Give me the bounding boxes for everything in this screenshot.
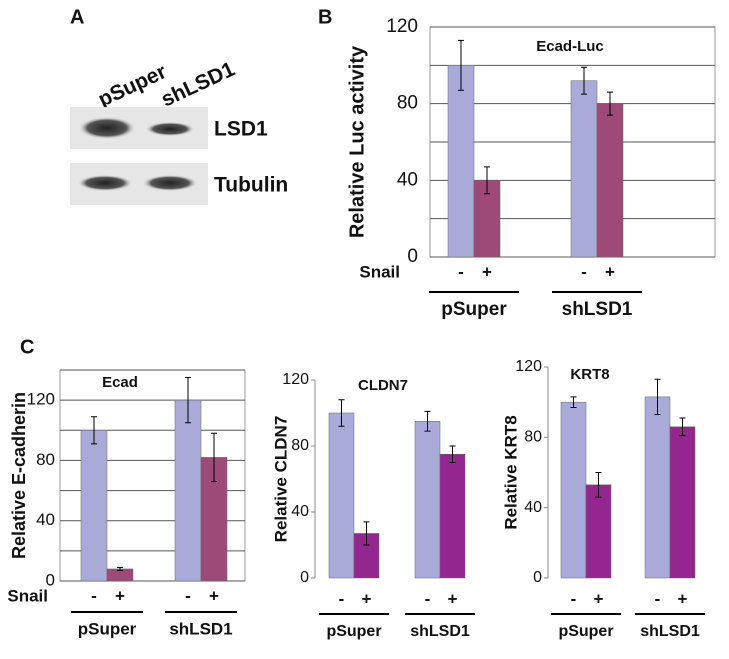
- bar: [570, 80, 598, 258]
- series-label: -: [655, 589, 661, 608]
- series-label: +: [448, 589, 458, 608]
- error-bar: [338, 399, 345, 427]
- row-label: Snail: [359, 262, 400, 281]
- row-label: LSD1: [214, 118, 268, 141]
- lane-label: pSuper: [95, 60, 170, 111]
- error-bar: [654, 378, 661, 415]
- error-bar: [117, 566, 123, 571]
- y-tick-label: 120: [386, 16, 418, 37]
- error-bar: [607, 91, 613, 116]
- error-bar: [484, 166, 490, 195]
- y-axis-label: Relative KRT8: [501, 415, 520, 529]
- bar: [328, 412, 355, 579]
- series-label: +: [678, 589, 688, 608]
- y-tick-label: 40: [524, 499, 542, 516]
- bar: [669, 426, 696, 579]
- error-bar: [581, 66, 587, 95]
- y-tick-label: 80: [524, 429, 542, 446]
- series-label: +: [482, 262, 492, 281]
- y-tick-label: 120: [27, 390, 55, 409]
- x-tick-label: shLSD1: [640, 623, 700, 640]
- error-bar: [424, 410, 431, 432]
- error-bar: [449, 445, 456, 463]
- series-label: -: [91, 586, 97, 605]
- series-label: +: [209, 586, 219, 605]
- error-bar: [211, 432, 217, 483]
- y-tick-label: 120: [282, 371, 309, 388]
- x-tick-label: pSuper: [441, 299, 507, 320]
- error-bar: [570, 396, 577, 408]
- series-label: +: [594, 589, 604, 608]
- series-label: +: [605, 262, 615, 281]
- bar: [560, 401, 587, 579]
- chart-title: CLDN7: [358, 377, 408, 394]
- blot-band: [143, 175, 197, 191]
- error-bar: [679, 417, 686, 437]
- series-label: -: [339, 589, 345, 608]
- bar: [174, 399, 202, 582]
- bar: [596, 103, 624, 258]
- y-axis-label: Relative CLDN7: [271, 416, 290, 543]
- y-tick-label: 80: [397, 93, 418, 114]
- y-tick-label: 40: [291, 503, 309, 520]
- series-label: +: [362, 589, 372, 608]
- y-tick-label: 0: [300, 569, 309, 586]
- y-tick-label: 0: [407, 246, 418, 267]
- y-tick-label: 0: [46, 570, 55, 589]
- panel-label: B: [318, 6, 332, 28]
- panel-label: A: [70, 6, 84, 28]
- series-label: -: [425, 589, 431, 608]
- y-axis-label: Relative E-cadherin: [9, 392, 29, 559]
- y-tick-label: 80: [291, 437, 309, 454]
- x-tick-label: shLSD1: [410, 623, 470, 640]
- blot-band: [78, 175, 132, 191]
- series-label: -: [185, 586, 191, 605]
- row-label: Tubulin: [214, 174, 288, 197]
- series-label: +: [115, 586, 125, 605]
- y-tick-label: 80: [36, 450, 55, 469]
- x-tick-label: pSuper: [78, 619, 137, 638]
- lane-label: shLSD1: [158, 58, 239, 112]
- y-tick-label: 40: [36, 510, 55, 529]
- error-bar: [91, 416, 97, 445]
- error-bar: [185, 377, 191, 424]
- bar: [414, 421, 441, 579]
- chart-title: KRT8: [570, 366, 609, 383]
- panel-label: C: [20, 336, 34, 358]
- row-label: Snail: [7, 586, 48, 605]
- series-label: -: [571, 589, 577, 608]
- chart-title: Ecad: [102, 374, 138, 391]
- y-tick-label: 0: [533, 569, 542, 586]
- bar: [80, 430, 108, 582]
- chart-title: Ecad-Luc: [536, 38, 604, 55]
- bar: [439, 454, 466, 579]
- y-tick-label: 40: [397, 169, 418, 190]
- x-tick-label: shLSD1: [169, 619, 232, 638]
- series-label: -: [581, 262, 587, 281]
- bar: [585, 484, 612, 579]
- bar: [644, 396, 671, 579]
- x-tick-label: pSuper: [326, 623, 381, 640]
- blot-band: [146, 122, 194, 136]
- y-tick-label: 120: [515, 358, 542, 375]
- series-label: -: [458, 262, 464, 281]
- error-bar: [458, 39, 464, 91]
- blot-band: [79, 117, 135, 139]
- error-bar: [595, 472, 602, 498]
- bar: [447, 65, 475, 258]
- y-axis-label: Relative Luc activity: [346, 45, 368, 238]
- x-tick-label: shLSD1: [562, 299, 633, 320]
- x-tick-label: pSuper: [558, 623, 613, 640]
- error-bar: [363, 521, 370, 546]
